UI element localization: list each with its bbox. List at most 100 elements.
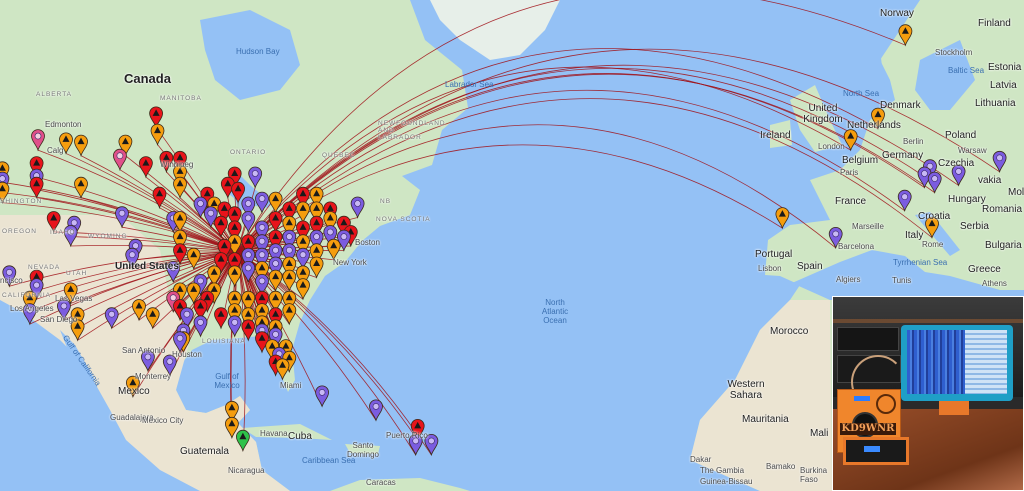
station-marker-pin[interactable] [104, 307, 119, 330]
station-marker-pin[interactable] [186, 282, 201, 305]
station-marker-pin[interactable] [925, 216, 939, 239]
station-marker-pin[interactable] [282, 256, 297, 279]
station-marker-pin[interactable] [193, 274, 208, 297]
station-marker-pin[interactable] [326, 238, 341, 261]
station-marker-pin[interactable] [203, 206, 218, 229]
station-marker-pin[interactable] [323, 225, 338, 248]
station-marker-pin[interactable] [125, 247, 140, 270]
station-marker-pin[interactable] [214, 215, 228, 238]
station-marker-pin[interactable] [282, 269, 297, 292]
station-marker-pin[interactable] [0, 181, 10, 204]
station-marker-pin[interactable] [227, 290, 242, 313]
station-marker-pin[interactable] [336, 229, 351, 252]
station-marker-pin[interactable] [268, 307, 283, 330]
station-marker-pin[interactable] [898, 24, 913, 47]
station-marker-pin[interactable] [22, 290, 37, 313]
station-marker-pin[interactable] [871, 107, 885, 130]
station-marker-pin[interactable] [296, 220, 310, 243]
station-marker-pin[interactable] [268, 229, 283, 252]
station-marker-pin[interactable] [408, 434, 423, 457]
station-marker-pin[interactable] [227, 220, 242, 243]
station-marker-pin[interactable] [227, 315, 242, 338]
station-marker-pin[interactable] [275, 358, 290, 381]
station-marker-pin[interactable] [241, 319, 256, 342]
station-marker-pin[interactable] [927, 171, 942, 194]
station-marker-pin[interactable] [255, 303, 269, 326]
station-marker-pin[interactable] [57, 299, 71, 322]
station-marker-pin[interactable] [282, 303, 297, 326]
station-marker-pin[interactable] [424, 434, 439, 457]
station-marker-pin[interactable] [29, 156, 44, 179]
station-marker-pin[interactable] [309, 215, 324, 238]
station-marker-pin[interactable] [315, 385, 330, 408]
station-marker-pin[interactable] [227, 303, 242, 326]
station-marker-pin[interactable] [115, 206, 129, 229]
station-marker-pin[interactable] [63, 225, 78, 248]
station-marker-pin[interactable] [282, 215, 297, 238]
station-marker-pin[interactable] [125, 375, 140, 398]
station-marker-pin[interactable] [268, 211, 283, 234]
station-marker-pin[interactable] [227, 206, 242, 229]
station-marker-pin[interactable] [241, 196, 256, 219]
station-marker-pin[interactable] [207, 265, 222, 288]
station-marker-pin[interactable] [118, 134, 133, 157]
station-marker-pin[interactable] [282, 290, 297, 313]
station-marker-pin[interactable] [282, 243, 297, 266]
station-marker-pin[interactable] [268, 290, 283, 313]
station-marker-pin[interactable] [214, 252, 228, 275]
station-marker-pin[interactable] [350, 196, 365, 219]
station-marker-pin[interactable] [323, 211, 338, 234]
station-marker-pin[interactable] [255, 220, 269, 243]
station-marker-pin[interactable] [951, 164, 966, 187]
station-marker-pin[interactable] [241, 211, 256, 234]
station-marker-pin[interactable] [255, 290, 269, 313]
station-marker-pin[interactable] [268, 243, 283, 266]
station-marker-pin[interactable] [255, 274, 269, 297]
station-marker-pin[interactable] [132, 299, 146, 322]
station-marker-pin[interactable] [224, 400, 239, 424]
station-marker-pin[interactable] [217, 238, 232, 261]
station-marker-pin[interactable] [31, 129, 45, 152]
station-marker-pin[interactable] [296, 201, 310, 224]
station-marker-pin[interactable] [248, 166, 263, 189]
station-marker-pin[interactable] [410, 419, 425, 442]
station-marker-pin[interactable] [241, 247, 256, 270]
station-marker-pin[interactable] [46, 211, 61, 234]
station-marker-pin[interactable] [268, 256, 283, 279]
station-marker-pin[interactable] [159, 150, 174, 174]
station-marker-pin[interactable] [63, 282, 78, 305]
station-marker-pin[interactable] [241, 307, 256, 330]
station-marker-pin[interactable] [241, 290, 256, 313]
station-marker-pin[interactable] [369, 399, 383, 422]
station-marker-pin[interactable] [166, 261, 181, 284]
station-marker-pin[interactable] [2, 265, 17, 288]
station-marker-pin[interactable] [193, 196, 208, 219]
station-marker-pin[interactable] [241, 234, 256, 257]
station-marker-pin[interactable] [255, 191, 269, 214]
station-marker-pin[interactable] [992, 150, 1007, 174]
station-marker-pin[interactable] [255, 234, 269, 257]
station-marker-pin[interactable] [70, 307, 85, 330]
station-marker-pin[interactable] [162, 354, 177, 377]
station-marker-pin[interactable] [255, 247, 269, 270]
station-marker-pin[interactable] [296, 265, 310, 288]
station-marker-pin[interactable] [149, 106, 164, 129]
station-marker-pin[interactable] [173, 331, 187, 354]
station-marker-pin[interactable] [186, 247, 201, 270]
station-marker-pin[interactable] [227, 252, 242, 275]
station-marker-pin[interactable] [224, 416, 239, 440]
station-marker-pin[interactable] [843, 129, 858, 152]
station-marker-pin[interactable] [70, 319, 85, 342]
station-marker-pin[interactable] [150, 123, 165, 146]
station-marker-pin[interactable] [173, 243, 187, 266]
station-marker-pin[interactable] [309, 229, 324, 252]
station-marker-pin[interactable] [282, 229, 297, 252]
station-marker-pin[interactable] [231, 181, 246, 204]
station-marker-pin[interactable] [828, 227, 843, 250]
station-marker-pin[interactable] [775, 207, 790, 230]
station-marker-pin[interactable] [241, 261, 256, 284]
station-marker-pin[interactable] [179, 307, 194, 330]
station-marker-pin[interactable] [282, 201, 297, 224]
station-marker-pin[interactable] [74, 134, 88, 157]
